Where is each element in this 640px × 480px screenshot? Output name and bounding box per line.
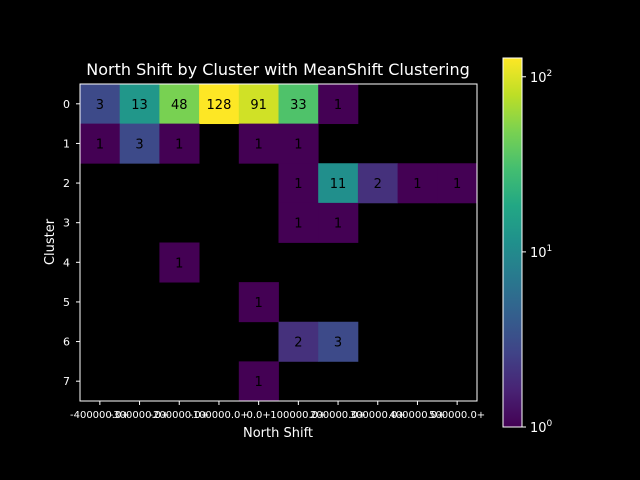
heatmap-cell (397, 163, 438, 204)
heatmap-cell (238, 84, 279, 125)
heatmap-cell (238, 361, 279, 402)
heatmap-cell (278, 163, 319, 204)
cell-value-label: 1 (294, 217, 302, 232)
heatmap-cell (437, 163, 478, 204)
cell-value-label: 1 (334, 98, 342, 113)
heatmap-cell (278, 123, 319, 164)
cell-value-label: 128 (207, 98, 232, 113)
cell-value-label: 1 (413, 177, 421, 192)
plot-frame (79, 83, 478, 402)
x-tick-label: -400000.0+ (70, 410, 130, 421)
colorbar-tick-label: 102 (530, 69, 552, 86)
cell-value-label: 2 (374, 177, 382, 192)
cell-value-label: 1 (175, 137, 183, 152)
y-tick-label: 3 (63, 217, 70, 230)
x-tick-label: -100000.0+ (189, 410, 249, 421)
heatmap-cell (318, 202, 359, 243)
x-tick-label: -300000.0+ (110, 410, 170, 421)
heatmap-cell (238, 123, 279, 164)
x-axis-label: North Shift (243, 426, 313, 441)
cell-value-label: 1 (255, 137, 263, 152)
colorbar-ticks: 100 101 102 (522, 69, 553, 436)
cell-value-label: 3 (135, 137, 143, 152)
y-tick-label: 2 (63, 177, 70, 190)
heatmap-cell (80, 84, 121, 125)
cell-value-label: 1 (255, 296, 263, 311)
heatmap-cell (278, 202, 319, 243)
x-tick-label: 300000.0+ (350, 410, 406, 421)
y-tick-label: 1 (63, 137, 70, 150)
y-tick-label: 4 (63, 256, 70, 269)
cell-value-label: 48 (171, 98, 188, 113)
cell-value-label: 1 (255, 375, 263, 390)
colorbar (502, 57, 523, 428)
heatmap-cell (278, 84, 319, 125)
y-tick-label: 6 (63, 336, 70, 349)
x-tick-label: 400000.0+ (389, 410, 445, 421)
heatmap-cell (119, 123, 160, 164)
x-tick-label: 500000.0+ (429, 410, 485, 421)
cell-value-label: 91 (250, 98, 267, 113)
heatmap-cell (159, 242, 200, 283)
colorbar-tick-label: 101 (530, 244, 552, 261)
cell-value-label: 13 (131, 98, 148, 113)
x-tick-label: -200000.0+ (149, 410, 209, 421)
heatmap-cell (80, 123, 121, 164)
heatmap-cell (199, 84, 240, 125)
heatmap-cell (159, 123, 200, 164)
cell-value-label: 1 (453, 177, 461, 192)
heatmap-cell (159, 84, 200, 125)
heatmap-cell (357, 163, 398, 204)
cell-value-label: 3 (96, 98, 104, 113)
cell-value-label: 2 (294, 336, 302, 351)
cell-value-label: 1 (294, 137, 302, 152)
y-tick-label: 0 (63, 98, 70, 111)
heatmap-cell (318, 321, 359, 362)
cell-value-label: 1 (96, 137, 104, 152)
x-tick-label: 100000.0+ (270, 410, 326, 421)
cell-value-label: 11 (330, 177, 347, 192)
y-axis-label: Cluster (43, 218, 58, 265)
colorbar-tick-label: 100 (530, 419, 553, 436)
y-tick-label: 5 (63, 296, 70, 309)
x-tick-label: 0.0+ (247, 410, 271, 421)
y-tick-label: 7 (63, 375, 70, 388)
cell-value-label: 33 (290, 98, 307, 113)
heatmap-cell (119, 84, 160, 125)
cell-value-label: 1 (334, 217, 342, 232)
heatmap-cell (318, 84, 359, 125)
x-axis-ticks: -400000.0+-300000.0+-200000.0+-100000.0+… (70, 401, 485, 421)
heatmap-cell (278, 321, 319, 362)
cell-value-label: 1 (175, 256, 183, 271)
heatmap-cells (80, 84, 478, 402)
heatmap-cell (238, 282, 279, 323)
x-tick-label: 200000.0+ (310, 410, 366, 421)
chart-title: North Shift by Cluster with MeanShift Cl… (86, 60, 469, 79)
cell-value-label: 3 (334, 336, 342, 351)
y-axis-ticks: 0 1 2 3 4 5 6 7 (63, 98, 80, 388)
heatmap-cell (318, 163, 359, 204)
cell-value-label: 1 (294, 177, 302, 192)
